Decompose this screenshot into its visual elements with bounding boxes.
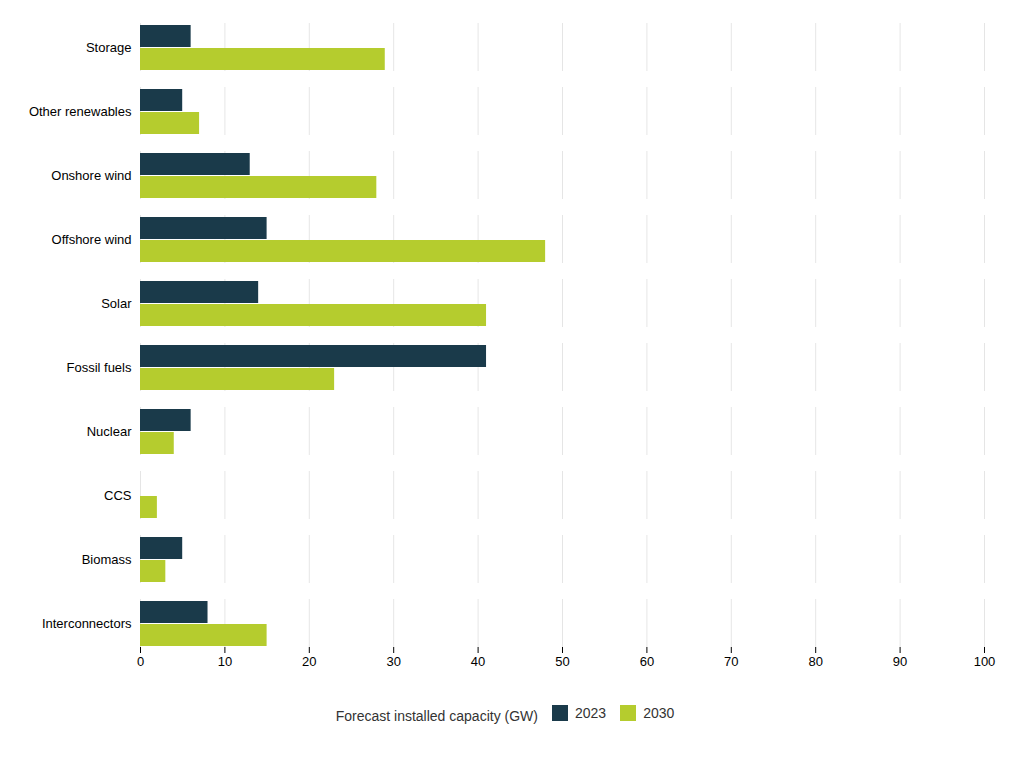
svg-text:40: 40 (471, 654, 485, 669)
html-text:Forecast installed capacity (G: Forecast installed capacity (GW) (335, 708, 538, 724)
svg-text:Interconnectors: Interconnectors (42, 616, 132, 631)
svg-text:Solar: Solar (101, 296, 132, 311)
svg-text:20: 20 (302, 654, 316, 669)
svg-text:CCS: CCS (104, 488, 132, 503)
svg-text:30: 30 (386, 654, 400, 669)
svg-text:Other renewables: Other renewables (29, 104, 132, 119)
svg-text:Fossil fuels: Fossil fuels (66, 360, 132, 375)
svg-text:100: 100 (974, 654, 996, 669)
svg-text:Storage: Storage (86, 40, 132, 55)
svg-text:90: 90 (893, 654, 907, 669)
svg-text:Biomass: Biomass (82, 552, 132, 567)
html-text:2030: 2030 (643, 704, 675, 721)
svg-text:Onshore wind: Onshore wind (51, 168, 131, 183)
html-text:2023: 2023 (575, 704, 607, 721)
svg-text:Nuclear: Nuclear (87, 424, 132, 439)
svg-text:60: 60 (640, 654, 654, 669)
svg-text:10: 10 (218, 654, 232, 669)
svg-text:70: 70 (724, 654, 738, 669)
svg-text:50: 50 (555, 654, 569, 669)
svg-text:0: 0 (137, 654, 144, 669)
svg-text:80: 80 (808, 654, 822, 669)
svg-text:Offshore wind: Offshore wind (52, 232, 132, 247)
